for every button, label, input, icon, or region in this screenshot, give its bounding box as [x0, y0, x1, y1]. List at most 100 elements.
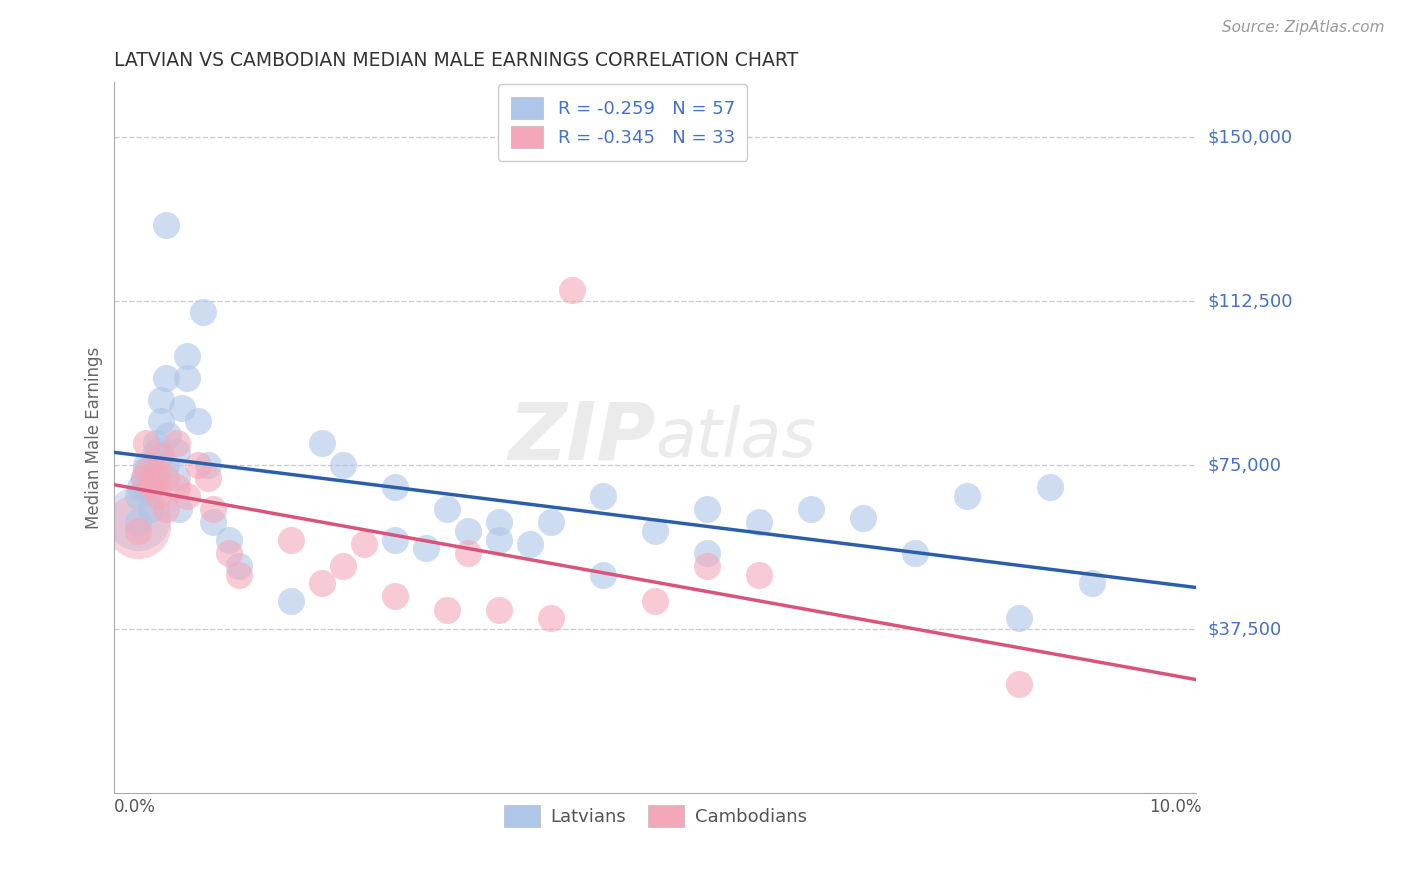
Point [696, 558, 718, 573]
Point [956, 489, 979, 503]
Text: $112,500: $112,500 [1208, 292, 1292, 310]
Point [127, 510, 149, 524]
Point [146, 489, 169, 503]
Point [197, 458, 219, 473]
Point [135, 462, 157, 476]
Point [145, 445, 167, 459]
Point [129, 480, 152, 494]
Point [1008, 677, 1031, 691]
Text: LATVIAN VS CAMBODIAN MEDIAN MALE EARNINGS CORRELATION CHART: LATVIAN VS CAMBODIAN MEDIAN MALE EARNING… [114, 51, 799, 70]
Point [136, 484, 159, 499]
Point [127, 515, 149, 529]
Point [132, 471, 155, 485]
Point [592, 567, 614, 582]
Text: ZIP: ZIP [508, 399, 655, 477]
Point [150, 414, 173, 428]
Point [155, 458, 177, 473]
Point [176, 370, 198, 384]
Point [139, 475, 162, 490]
Point [488, 533, 510, 547]
Point [1039, 480, 1062, 494]
Point [332, 458, 354, 473]
Point [384, 480, 406, 494]
Point [1008, 611, 1031, 625]
Point [142, 475, 165, 490]
Point [197, 471, 219, 485]
Point [800, 502, 823, 516]
Point [139, 480, 162, 494]
Point [145, 454, 167, 468]
Point [157, 427, 180, 442]
Point [176, 349, 198, 363]
Point [132, 471, 155, 485]
Point [436, 502, 458, 516]
Point [644, 524, 666, 538]
Point [332, 558, 354, 573]
Legend: Latvians, Cambodians: Latvians, Cambodians [496, 797, 814, 834]
Point [167, 502, 190, 516]
Point [145, 467, 167, 481]
Point [904, 546, 927, 560]
Point [166, 436, 188, 450]
Point [415, 541, 437, 556]
Point [696, 546, 718, 560]
Text: $150,000: $150,000 [1208, 128, 1292, 146]
Point [187, 458, 209, 473]
Point [145, 436, 167, 450]
Point [311, 436, 333, 450]
Point [136, 462, 159, 476]
Point [127, 519, 149, 533]
Point [488, 515, 510, 529]
Point [228, 558, 250, 573]
Point [170, 401, 193, 416]
Point [696, 502, 718, 516]
Point [519, 537, 541, 551]
Text: atlas: atlas [655, 405, 817, 471]
Point [311, 576, 333, 591]
Point [202, 502, 225, 516]
Point [218, 546, 240, 560]
Point [540, 611, 562, 625]
Point [561, 283, 583, 297]
Point [166, 480, 188, 494]
Point [457, 546, 479, 560]
Point [187, 414, 209, 428]
Point [146, 471, 169, 485]
Point [135, 436, 157, 450]
Point [748, 515, 770, 529]
Point [1081, 576, 1104, 591]
Point [139, 502, 162, 516]
Text: Source: ZipAtlas.com: Source: ZipAtlas.com [1222, 20, 1385, 35]
Point [127, 524, 149, 538]
Point [436, 602, 458, 616]
Y-axis label: Median Male Earnings: Median Male Earnings [86, 347, 103, 529]
Text: $37,500: $37,500 [1208, 620, 1281, 639]
Point [644, 594, 666, 608]
Point [353, 537, 375, 551]
Text: $75,000: $75,000 [1208, 456, 1281, 475]
Point [166, 471, 188, 485]
Point [540, 515, 562, 529]
Point [280, 533, 302, 547]
Point [135, 458, 157, 473]
Point [150, 450, 173, 464]
Point [384, 533, 406, 547]
Point [155, 218, 177, 232]
Point [155, 370, 177, 384]
Point [127, 489, 149, 503]
Point [228, 567, 250, 582]
Point [202, 515, 225, 529]
Point [457, 524, 479, 538]
Point [166, 445, 188, 459]
Point [280, 594, 302, 608]
Point [488, 602, 510, 616]
Point [155, 502, 177, 516]
Point [150, 392, 173, 407]
Point [852, 510, 875, 524]
Point [748, 567, 770, 582]
Point [384, 590, 406, 604]
Point [191, 305, 214, 319]
Point [176, 489, 198, 503]
Point [155, 471, 177, 485]
Point [218, 533, 240, 547]
